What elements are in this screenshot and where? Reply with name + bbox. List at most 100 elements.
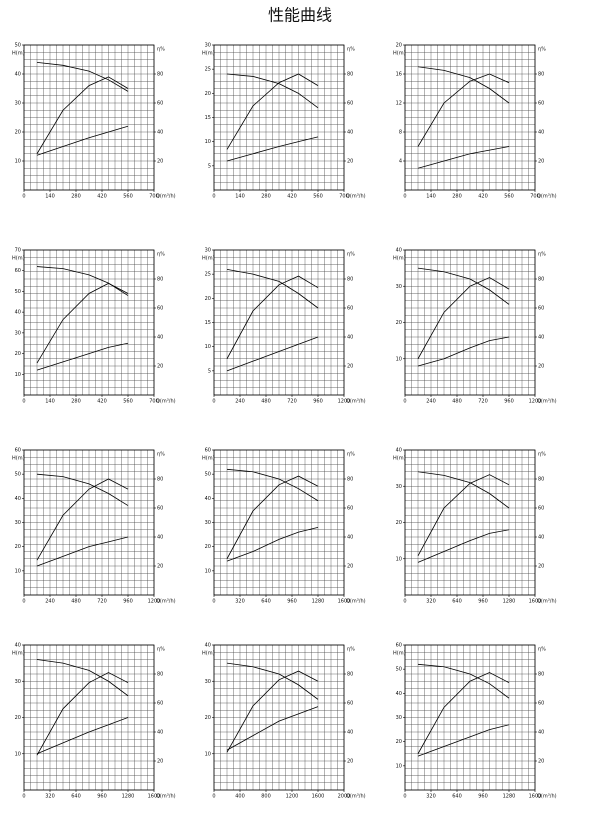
x-tick-label: 0: [22, 399, 25, 405]
y2-axis-label: η%: [347, 452, 355, 458]
x-tick-label: 420: [478, 194, 488, 200]
y-axis-label: H(m): [393, 651, 406, 657]
x-tick-label: 0: [212, 599, 215, 605]
x-axis-label: Q(m³/h): [346, 599, 366, 605]
curve: [226, 662, 319, 700]
y-tick-label: 70: [15, 248, 21, 254]
y2-axis-label: η%: [347, 647, 355, 653]
y-tick-label: 20: [15, 351, 21, 357]
y2-tick-label: 60: [347, 101, 353, 107]
y2-tick-label: 60: [157, 306, 163, 312]
y2-axis-label: η%: [347, 47, 355, 53]
y2-tick-label: 80: [347, 277, 353, 283]
curve: [226, 268, 319, 309]
y-tick-label: 60: [15, 268, 21, 274]
y2-tick-label: 60: [347, 506, 353, 512]
x-tick-label: 140: [45, 399, 55, 405]
y-tick-label: 50: [15, 472, 21, 478]
x-tick-label: 640: [261, 599, 271, 605]
x-tick-label: 420: [97, 399, 107, 405]
plot-frame: [23, 44, 155, 191]
y-tick-label: 15: [205, 320, 211, 326]
y2-tick-label: 20: [347, 364, 353, 370]
plot-frame: [23, 249, 155, 396]
y-axis-label: H(m): [393, 456, 406, 462]
x-axis-label: Q(m³/h): [537, 599, 557, 605]
chart: 0 240 480 720 960 1200 10 20 30 40 20 40 60 80 Q(m³/h)…: [393, 248, 557, 405]
y-tick-label: 50: [15, 43, 21, 49]
y2-axis-label: η%: [538, 252, 546, 258]
chart: 0 320 640 960 1280 1600 10 20 30 40 20 40 60 80 Q(m³/h…: [12, 643, 176, 800]
x-tick-label: 1280: [122, 794, 135, 800]
y-axis-label: H(m): [393, 256, 406, 262]
y-tick-label: 10: [205, 139, 211, 145]
x-tick-label: 280: [71, 399, 81, 405]
chart: 0 320 640 960 1280 1600 10 20 30 40 50 60 20 40 60 80 Q(…: [393, 643, 557, 800]
curve: [226, 468, 319, 502]
y2-tick-label: 20: [157, 564, 163, 570]
y2-tick-label: 80: [538, 72, 544, 78]
y2-tick-label: 60: [157, 101, 163, 107]
x-tick-label: 320: [426, 599, 436, 605]
curve: [226, 670, 319, 753]
y2-tick-label: 80: [157, 277, 163, 283]
x-tick-label: 140: [235, 194, 245, 200]
y2-tick-label: 60: [347, 701, 353, 707]
x-tick-label: 720: [478, 399, 488, 405]
y-tick-label: 10: [396, 556, 402, 562]
x-tick-label: 1600: [312, 794, 325, 800]
y2-tick-label: 60: [538, 506, 544, 512]
x-tick-label: 640: [452, 794, 462, 800]
y-tick-label: 40: [205, 496, 211, 502]
y-tick-label: 60: [15, 448, 21, 454]
x-tick-label: 560: [504, 194, 514, 200]
x-tick-label: 960: [313, 399, 323, 405]
curve: [36, 659, 129, 697]
y-tick-label: 40: [396, 691, 402, 697]
y-tick-label: 20: [205, 715, 211, 721]
y2-tick-label: 80: [538, 277, 544, 283]
x-axis-label: Q(m³/h): [156, 599, 176, 605]
chart: 0 140 280 420 560 700 10 20 30 40 50 60 70 20 40 60 80 Q(…: [12, 248, 176, 405]
y-tick-label: 40: [396, 248, 402, 254]
curve: [417, 66, 510, 104]
x-tick-label: 0: [22, 599, 25, 605]
y-tick-label: 10: [15, 159, 21, 165]
y-tick-label: 20: [396, 43, 402, 49]
y2-axis-label: η%: [347, 252, 355, 258]
y-tick-label: 10: [15, 751, 21, 757]
curve: [226, 475, 319, 559]
y2-tick-label: 20: [157, 364, 163, 370]
x-axis-label: Q(m³/h): [537, 399, 557, 405]
x-tick-label: 0: [212, 399, 215, 405]
x-tick-label: 640: [71, 794, 81, 800]
y2-tick-label: 80: [347, 672, 353, 678]
y-tick-label: 20: [396, 520, 402, 526]
x-tick-label: 240: [45, 599, 55, 605]
x-tick-label: 1280: [312, 599, 325, 605]
x-tick-label: 0: [403, 794, 406, 800]
x-tick-label: 480: [452, 399, 462, 405]
curve: [417, 277, 510, 359]
x-axis-label: Q(m³/h): [346, 794, 366, 800]
y-tick-label: 10: [15, 568, 21, 574]
y2-tick-label: 40: [347, 335, 353, 341]
x-tick-label: 480: [261, 399, 271, 405]
curve: [226, 706, 319, 751]
x-tick-label: 960: [287, 599, 297, 605]
curve: [36, 282, 129, 364]
chart: 0 320 640 960 1280 1600 10 20 30 40 20 40 60 80 Q(m³/h…: [393, 448, 557, 605]
y-tick-label: 30: [15, 679, 21, 685]
y-axis-label: H(m): [202, 651, 215, 657]
y2-axis-label: η%: [538, 647, 546, 653]
x-axis-label: Q(m³/h): [537, 194, 557, 200]
y2-axis-label: η%: [157, 252, 165, 258]
x-tick-label: 0: [403, 399, 406, 405]
x-tick-label: 1200: [148, 599, 161, 605]
x-axis-label: Q(m³/h): [156, 794, 176, 800]
x-tick-label: 960: [478, 794, 488, 800]
y-tick-label: 4: [399, 159, 402, 165]
y-tick-label: 20: [396, 739, 402, 745]
x-tick-label: 960: [478, 599, 488, 605]
